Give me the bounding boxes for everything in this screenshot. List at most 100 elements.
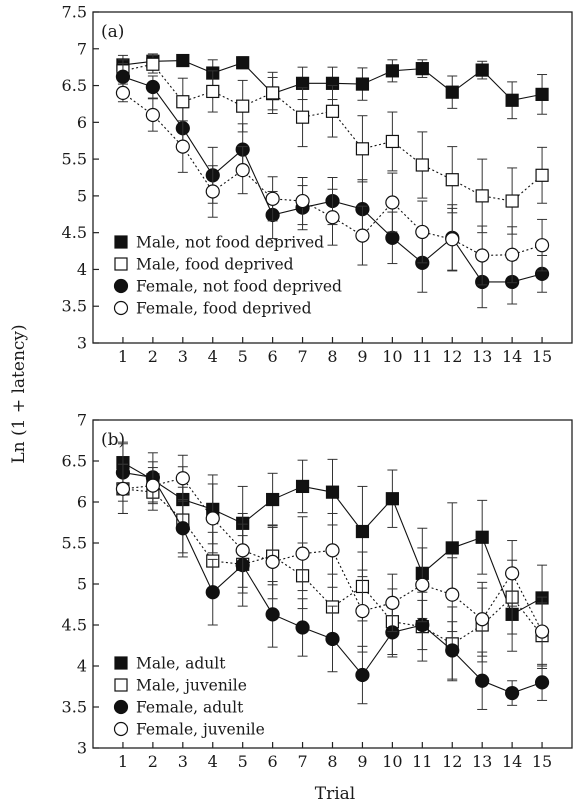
data-point bbox=[295, 110, 310, 124]
data-point bbox=[385, 595, 400, 610]
data-point bbox=[415, 224, 430, 240]
legend-entry: Male, food deprived bbox=[136, 256, 294, 274]
x-tick-label: 11 bbox=[412, 752, 432, 771]
x-tick-label: 7 bbox=[297, 347, 307, 366]
data-point bbox=[534, 675, 550, 690]
y-tick-label: 4 bbox=[77, 657, 87, 676]
data-point bbox=[236, 99, 250, 113]
data-point bbox=[445, 541, 459, 555]
y-tick-label: 3 bbox=[77, 739, 87, 758]
data-point bbox=[205, 511, 220, 526]
legend-marker bbox=[114, 656, 128, 670]
y-tick-label: 5.5 bbox=[62, 150, 87, 169]
x-tick-label: 3 bbox=[178, 752, 188, 771]
series-3 bbox=[115, 83, 550, 286]
data-point bbox=[325, 631, 340, 647]
x-tick-label: 8 bbox=[327, 752, 337, 771]
y-axis-label: Ln (1 + latency) bbox=[9, 324, 29, 463]
data-point bbox=[505, 685, 520, 701]
legend-entry: Female, adult bbox=[136, 699, 244, 717]
y-tick-label: 6 bbox=[77, 493, 87, 512]
data-point bbox=[206, 84, 220, 99]
data-point bbox=[205, 585, 220, 600]
data-point bbox=[175, 471, 190, 486]
data-point bbox=[265, 607, 280, 622]
data-point bbox=[535, 168, 549, 182]
x-tick-label: 10 bbox=[382, 752, 402, 771]
data-point bbox=[415, 158, 429, 172]
x-tick-label: 4 bbox=[208, 752, 218, 771]
data-point bbox=[355, 228, 370, 243]
data-point bbox=[385, 134, 399, 149]
y-tick-label: 4 bbox=[77, 260, 87, 279]
y-tick-label: 5 bbox=[77, 186, 87, 205]
data-point bbox=[445, 587, 460, 602]
data-point bbox=[295, 193, 310, 209]
data-point bbox=[265, 191, 280, 206]
data-point bbox=[176, 95, 190, 109]
legend-entry: Female, juvenile bbox=[136, 721, 265, 739]
x-tick-label: 8 bbox=[327, 347, 337, 366]
y-tick-label: 5.5 bbox=[62, 534, 87, 553]
data-point bbox=[325, 104, 340, 118]
panel-b: 33.544.555.566.571 2 3 4 5 6 7 8 9 10 11 12 13 14 15(b… bbox=[62, 411, 573, 771]
data-point bbox=[355, 603, 370, 619]
data-point bbox=[175, 521, 190, 536]
data-point bbox=[145, 478, 160, 493]
data-point bbox=[295, 479, 310, 494]
legend-marker bbox=[113, 699, 129, 715]
data-point bbox=[505, 93, 519, 107]
x-tick-label: 10 bbox=[382, 347, 402, 366]
legend-entry: Female, food deprived bbox=[136, 300, 312, 318]
data-point bbox=[325, 485, 340, 499]
x-tick-label: 5 bbox=[238, 347, 248, 366]
x-tick-label: 7 bbox=[297, 752, 307, 771]
x-tick-label: 15 bbox=[532, 347, 552, 366]
legend-entry: Male, juvenile bbox=[136, 677, 247, 695]
data-point bbox=[115, 481, 131, 496]
x-tick-label: 2 bbox=[148, 347, 158, 366]
data-point bbox=[235, 543, 250, 558]
data-point bbox=[475, 63, 489, 77]
data-point bbox=[266, 86, 280, 100]
data-point bbox=[205, 184, 220, 199]
data-point bbox=[535, 87, 549, 101]
data-point bbox=[505, 247, 520, 262]
legend-marker bbox=[114, 678, 128, 692]
y-tick-label: 4.5 bbox=[62, 616, 87, 635]
x-axis-label: Trial bbox=[315, 784, 355, 804]
data-point bbox=[295, 620, 310, 635]
data-point bbox=[355, 667, 370, 683]
x-tick-label: 14 bbox=[502, 752, 522, 771]
legend-marker bbox=[113, 300, 129, 316]
y-tick-label: 3 bbox=[77, 334, 87, 353]
data-point bbox=[355, 142, 370, 156]
x-tick-label: 2 bbox=[148, 752, 158, 771]
x-tick-label: 13 bbox=[472, 752, 492, 771]
x-tick-label: 5 bbox=[238, 752, 248, 771]
data-point bbox=[145, 107, 160, 123]
data-point bbox=[265, 554, 280, 569]
x-tick-label: 6 bbox=[268, 347, 278, 366]
y-tick-label: 7 bbox=[77, 411, 87, 430]
x-tick-label: 4 bbox=[208, 347, 218, 366]
data-point bbox=[115, 69, 131, 84]
series-1 bbox=[116, 54, 549, 235]
data-point bbox=[115, 85, 131, 101]
x-tick-label: 9 bbox=[357, 347, 367, 366]
panel-a: 33.544.555.566.577.51 2 3 4 5 6 7 8 9 10 11 12 13 14 1… bbox=[62, 3, 573, 366]
y-tick-label: 4.5 bbox=[62, 223, 87, 242]
data-point bbox=[475, 673, 490, 688]
data-point bbox=[534, 238, 550, 253]
series-3 bbox=[115, 454, 550, 667]
x-tick-label: 12 bbox=[442, 752, 462, 771]
x-tick-label: 6 bbox=[268, 752, 278, 771]
legend-entry: Female, not food deprived bbox=[136, 278, 342, 296]
data-point bbox=[505, 566, 520, 581]
y-tick-label: 6.5 bbox=[62, 76, 87, 95]
legend-marker bbox=[114, 235, 128, 249]
data-point bbox=[505, 194, 519, 208]
data-point bbox=[445, 85, 459, 99]
y-tick-label: 3.5 bbox=[62, 698, 87, 717]
